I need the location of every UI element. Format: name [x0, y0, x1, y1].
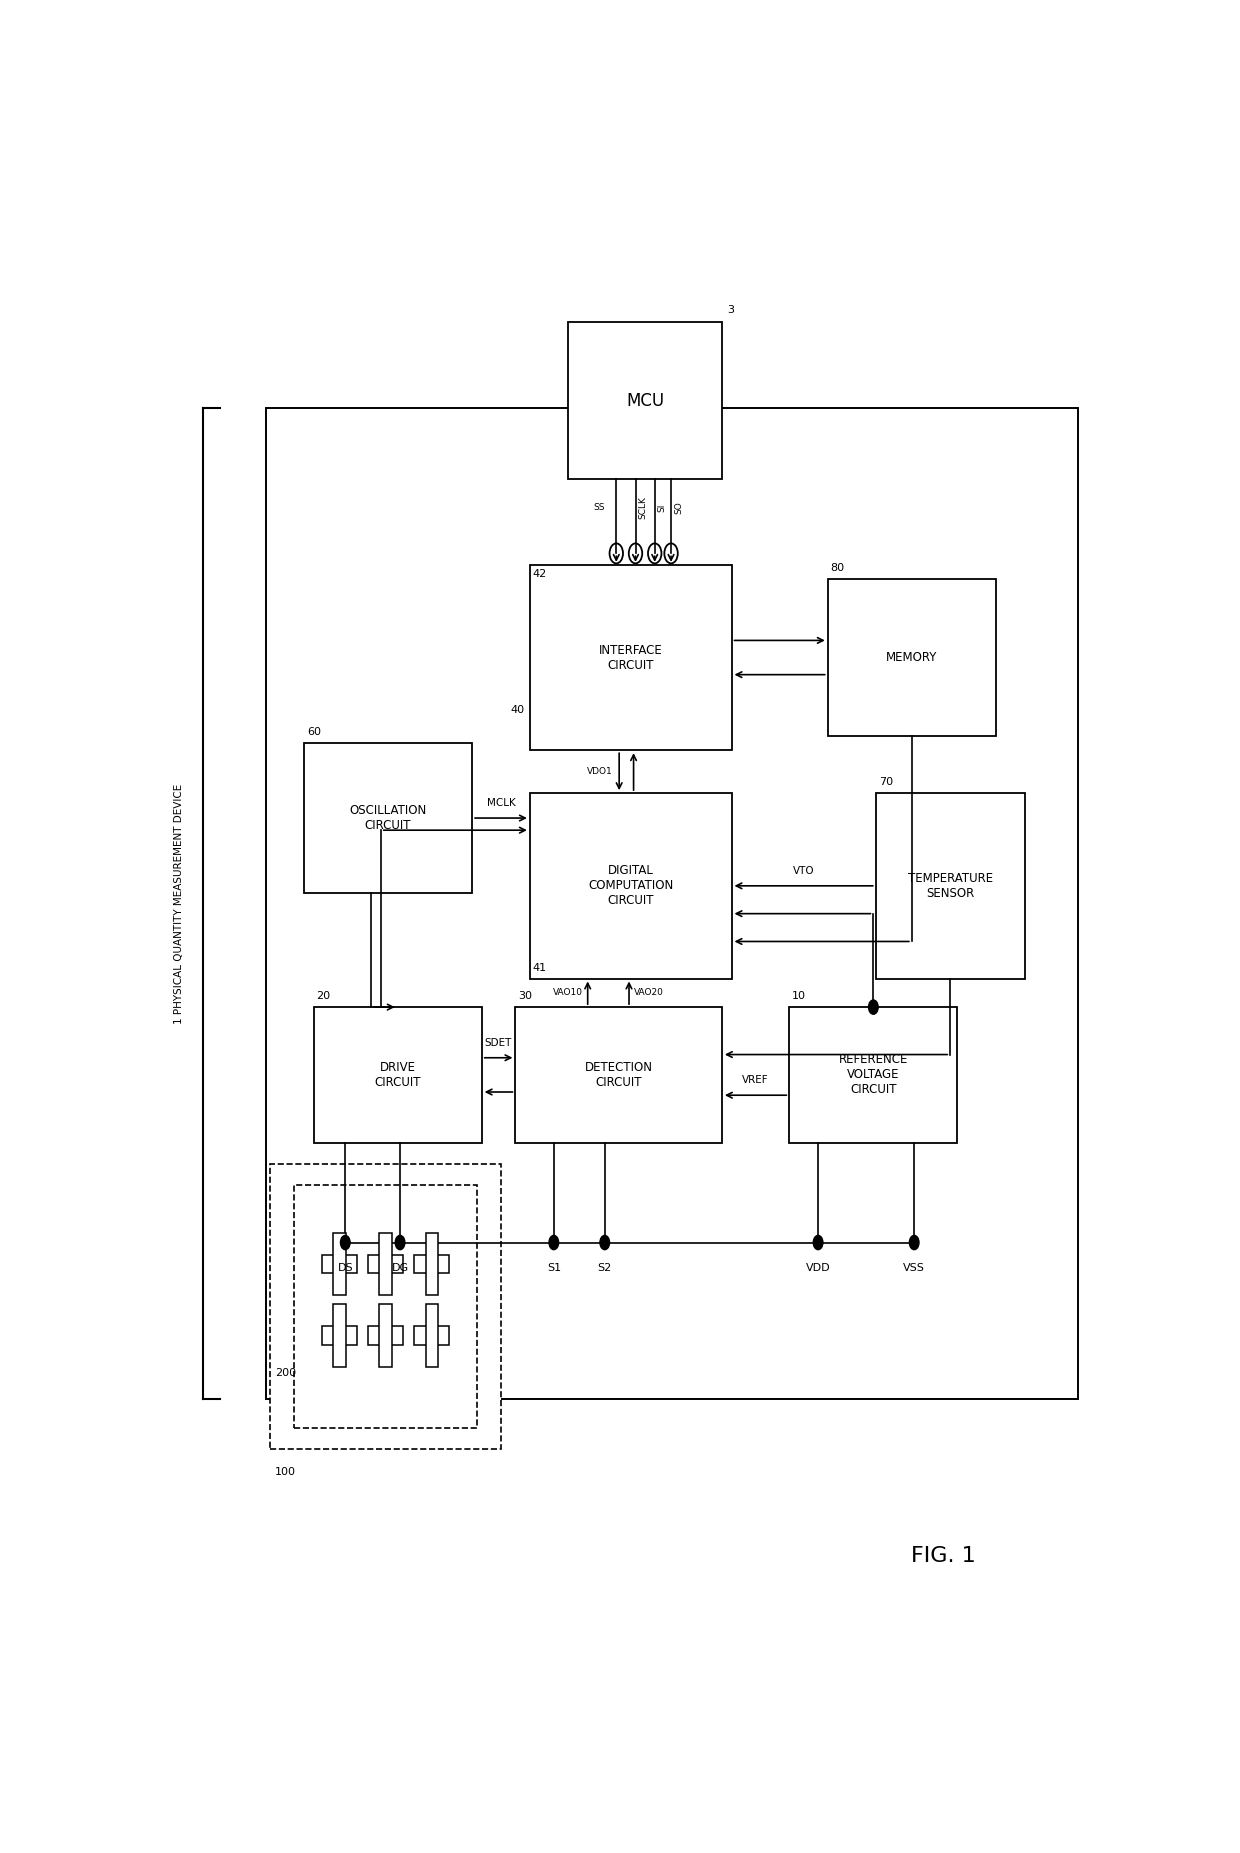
Circle shape [549, 1236, 558, 1249]
Bar [368, 1327, 403, 1345]
Bar [789, 1008, 957, 1143]
Bar [425, 1232, 438, 1295]
Text: VAO20: VAO20 [634, 988, 663, 997]
Bar [828, 578, 996, 736]
Text: 3: 3 [727, 306, 734, 315]
Bar [516, 1008, 722, 1143]
Text: VAO10: VAO10 [553, 988, 583, 997]
Bar [529, 565, 732, 750]
Bar [875, 793, 1024, 978]
Text: 40: 40 [511, 704, 525, 715]
Text: DIGITAL
COMPUTATION
CIRCUIT: DIGITAL COMPUTATION CIRCUIT [588, 863, 673, 908]
Bar [322, 1327, 357, 1345]
Text: 20: 20 [316, 991, 331, 1001]
Text: DRIVE
CIRCUIT: DRIVE CIRCUIT [374, 1062, 420, 1090]
Text: INTERFACE
CIRCUIT: INTERFACE CIRCUIT [599, 643, 662, 671]
Circle shape [909, 1236, 919, 1249]
Bar [334, 1232, 346, 1295]
Text: REFERENCE
VOLTAGE
CIRCUIT: REFERENCE VOLTAGE CIRCUIT [838, 1053, 908, 1097]
Text: 10: 10 [792, 991, 806, 1001]
Circle shape [868, 1001, 878, 1014]
Bar [414, 1327, 449, 1345]
Bar [270, 1164, 501, 1449]
Text: DETECTION
CIRCUIT: DETECTION CIRCUIT [585, 1062, 652, 1090]
Circle shape [341, 1236, 350, 1249]
Circle shape [813, 1236, 823, 1249]
Text: 80: 80 [831, 563, 844, 573]
Text: VDO1: VDO1 [587, 767, 613, 776]
Text: OSCILLATION
CIRCUIT: OSCILLATION CIRCUIT [350, 804, 427, 832]
Text: TEMPERATURE
SENSOR: TEMPERATURE SENSOR [908, 871, 993, 901]
Bar [334, 1305, 346, 1368]
Text: VTO: VTO [792, 865, 815, 876]
Circle shape [600, 1236, 610, 1249]
Text: 1 PHYSICAL QUANTITY MEASUREMENT DEVICE: 1 PHYSICAL QUANTITY MEASUREMENT DEVICE [174, 784, 184, 1025]
Text: VREF: VREF [743, 1075, 769, 1086]
Text: 42: 42 [533, 569, 547, 580]
Bar [568, 322, 722, 480]
Bar [322, 1254, 357, 1273]
Text: SI: SI [657, 504, 667, 511]
Text: DS: DS [337, 1264, 353, 1273]
Text: VDD: VDD [806, 1264, 831, 1273]
Text: 30: 30 [518, 991, 532, 1001]
Bar [314, 1008, 481, 1143]
Text: S1: S1 [547, 1264, 560, 1273]
Bar [425, 1305, 438, 1368]
Bar [294, 1186, 477, 1429]
Bar [304, 743, 472, 893]
Bar [368, 1254, 403, 1273]
Text: SS: SS [593, 504, 605, 511]
Text: DG: DG [392, 1264, 409, 1273]
Bar [414, 1254, 449, 1273]
Text: MCLK: MCLK [486, 799, 516, 808]
Text: SDET: SDET [485, 1038, 512, 1047]
Text: MCU: MCU [626, 391, 665, 410]
Text: SCLK: SCLK [639, 497, 647, 519]
Text: 70: 70 [879, 778, 893, 788]
Text: 41: 41 [533, 964, 547, 973]
Circle shape [396, 1236, 405, 1249]
Bar [265, 408, 1078, 1399]
Text: SO: SO [675, 502, 683, 513]
Text: MEMORY: MEMORY [887, 650, 937, 663]
Text: S2: S2 [598, 1264, 611, 1273]
Text: 60: 60 [306, 728, 321, 737]
Text: VSS: VSS [903, 1264, 925, 1273]
Bar [379, 1305, 392, 1368]
Text: 200: 200 [275, 1368, 296, 1379]
Bar [379, 1232, 392, 1295]
Text: 100: 100 [275, 1466, 296, 1477]
Text: FIG. 1: FIG. 1 [910, 1547, 976, 1566]
Bar [529, 793, 732, 978]
